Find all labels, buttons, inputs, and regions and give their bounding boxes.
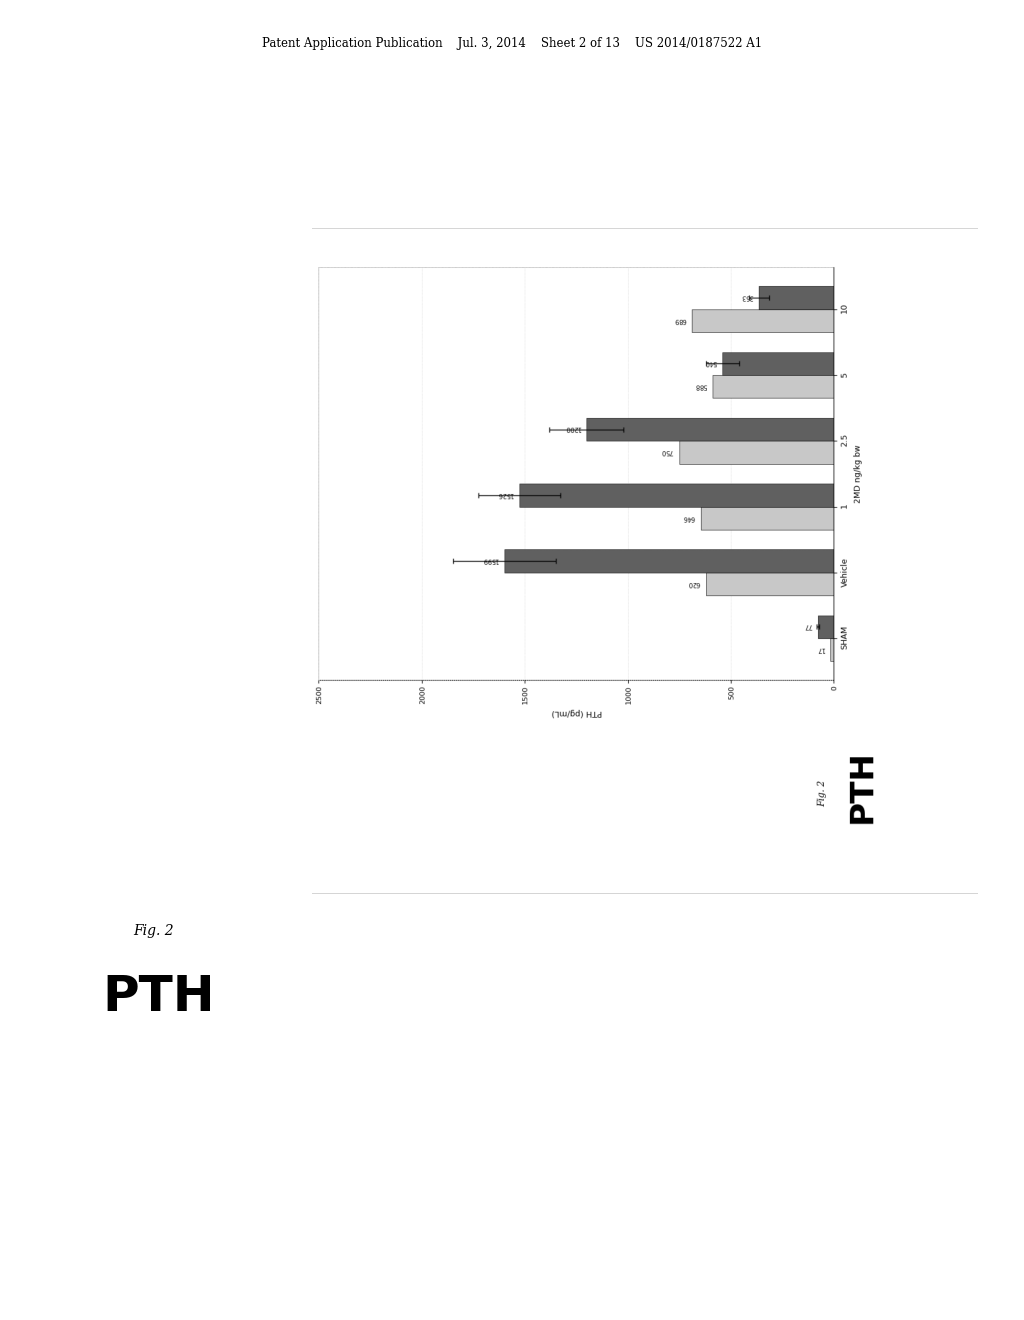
Text: Fig. 2: Fig. 2	[133, 924, 174, 937]
Text: PTH: PTH	[102, 973, 215, 1020]
Text: Patent Application Publication    Jul. 3, 2014    Sheet 2 of 13    US 2014/01875: Patent Application Publication Jul. 3, 2…	[262, 37, 762, 50]
